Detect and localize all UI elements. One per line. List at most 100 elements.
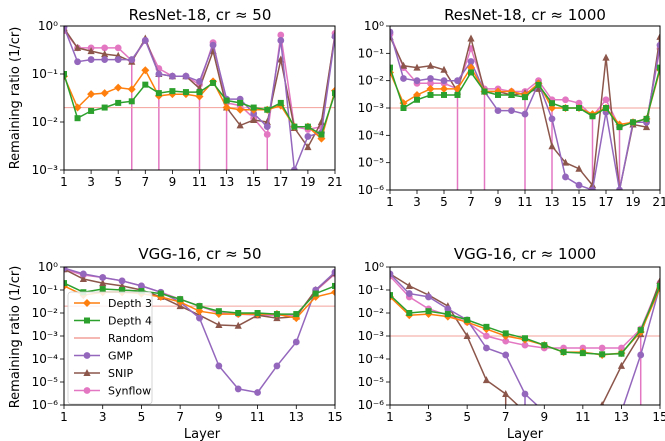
data-point bbox=[618, 350, 625, 357]
y-tick-label: 10⁻³ bbox=[358, 329, 385, 343]
x-tick-label: 21 bbox=[327, 175, 342, 189]
data-point bbox=[502, 330, 509, 337]
data-point bbox=[73, 43, 82, 51]
data-point bbox=[101, 56, 109, 63]
x-tick-label: 3 bbox=[87, 175, 95, 189]
y-tick-label: 10⁻⁴ bbox=[358, 352, 385, 366]
data-point bbox=[277, 31, 285, 39]
data-point bbox=[209, 41, 217, 49]
data-point bbox=[427, 79, 434, 87]
x-tick-label: 13 bbox=[614, 410, 629, 424]
panel-resnet-cr1000: ResNet-18, cr ≈ 1000 1 3 5 7 9 11 13 15 17 19 2110… bbox=[358, 6, 665, 209]
data-point bbox=[138, 288, 145, 295]
data-point bbox=[588, 181, 597, 189]
data-point bbox=[74, 115, 81, 122]
data-point bbox=[331, 288, 335, 297]
data-point bbox=[464, 316, 471, 323]
x-tick-label: 1 bbox=[386, 195, 394, 209]
x-axis-label-right: Layer bbox=[507, 427, 544, 441]
x-tick-label: 17 bbox=[273, 175, 288, 189]
plot-series bbox=[64, 26, 335, 170]
y-tick-label: 10⁻¹ bbox=[32, 67, 59, 81]
data-point bbox=[440, 84, 448, 93]
data-point bbox=[196, 78, 203, 85]
data-point bbox=[100, 89, 109, 98]
data-point bbox=[642, 123, 651, 131]
data-point bbox=[502, 390, 510, 398]
data-point bbox=[254, 389, 261, 396]
data-point bbox=[169, 88, 176, 95]
legend-marker bbox=[83, 369, 91, 376]
data-point bbox=[141, 66, 150, 75]
data-point bbox=[589, 113, 596, 120]
data-point bbox=[427, 75, 434, 82]
axes-frame bbox=[389, 266, 661, 406]
data-point bbox=[64, 280, 67, 287]
x-tick-label: 7 bbox=[141, 175, 149, 189]
x-axis-label-left: Layer bbox=[184, 427, 221, 441]
data-point bbox=[599, 409, 606, 416]
data-point bbox=[400, 105, 407, 111]
data-point bbox=[142, 81, 149, 88]
data-point bbox=[114, 83, 123, 92]
data-point bbox=[481, 88, 488, 95]
data-point bbox=[277, 99, 284, 106]
x-tick-label: 19 bbox=[625, 195, 640, 209]
data-point bbox=[304, 123, 311, 130]
x-tick-label: 1 bbox=[386, 410, 394, 424]
data-point bbox=[138, 282, 145, 290]
data-point bbox=[657, 282, 660, 289]
data-point bbox=[177, 296, 184, 303]
y-tick-label: 10⁻⁶ bbox=[358, 183, 385, 197]
data-point bbox=[101, 44, 109, 52]
data-point bbox=[426, 61, 435, 69]
data-point bbox=[656, 276, 660, 284]
data-point bbox=[502, 337, 510, 345]
data-point bbox=[290, 166, 298, 170]
data-point bbox=[127, 85, 136, 94]
data-point bbox=[99, 279, 107, 287]
data-point bbox=[454, 77, 461, 85]
data-point bbox=[599, 351, 606, 358]
data-point bbox=[263, 118, 271, 125]
data-point bbox=[234, 321, 242, 329]
x-tick-label: 5 bbox=[138, 410, 146, 424]
y-tick-label: 10⁻² bbox=[358, 74, 385, 88]
x-tick-label: 13 bbox=[219, 175, 234, 189]
data-point bbox=[114, 44, 122, 52]
data-point bbox=[250, 116, 258, 124]
data-point bbox=[236, 121, 244, 129]
legend-label: Depth 4 bbox=[108, 315, 152, 328]
data-point bbox=[101, 50, 109, 58]
plot-series bbox=[64, 267, 335, 396]
data-point bbox=[79, 270, 87, 278]
legend-label: GMP bbox=[108, 350, 133, 363]
data-point bbox=[561, 158, 570, 166]
data-point bbox=[467, 34, 475, 42]
data-point bbox=[413, 77, 421, 85]
data-point bbox=[236, 105, 245, 114]
data-point bbox=[64, 267, 68, 272]
data-point bbox=[643, 115, 650, 122]
x-tick-label: 13 bbox=[544, 195, 559, 209]
data-point bbox=[304, 133, 312, 140]
data-point bbox=[521, 110, 529, 118]
data-point bbox=[600, 401, 605, 405]
data-point bbox=[250, 104, 257, 111]
data-point bbox=[441, 91, 447, 98]
data-point bbox=[234, 385, 242, 393]
plot-series bbox=[390, 269, 660, 416]
data-point bbox=[468, 69, 474, 76]
legend-marker bbox=[83, 352, 91, 359]
data-point bbox=[304, 143, 312, 151]
data-point bbox=[318, 131, 325, 138]
legend-label: Synflow bbox=[108, 385, 151, 398]
panel-title: VGG-16, cr ≈ 50 bbox=[138, 245, 261, 263]
data-point bbox=[390, 28, 394, 36]
data-point bbox=[444, 311, 451, 318]
data-point bbox=[405, 290, 413, 297]
y-tick-label: 10⁰ bbox=[364, 260, 384, 274]
data-point bbox=[521, 408, 528, 415]
data-point bbox=[215, 308, 222, 315]
x-tick-label: 7 bbox=[176, 410, 184, 424]
